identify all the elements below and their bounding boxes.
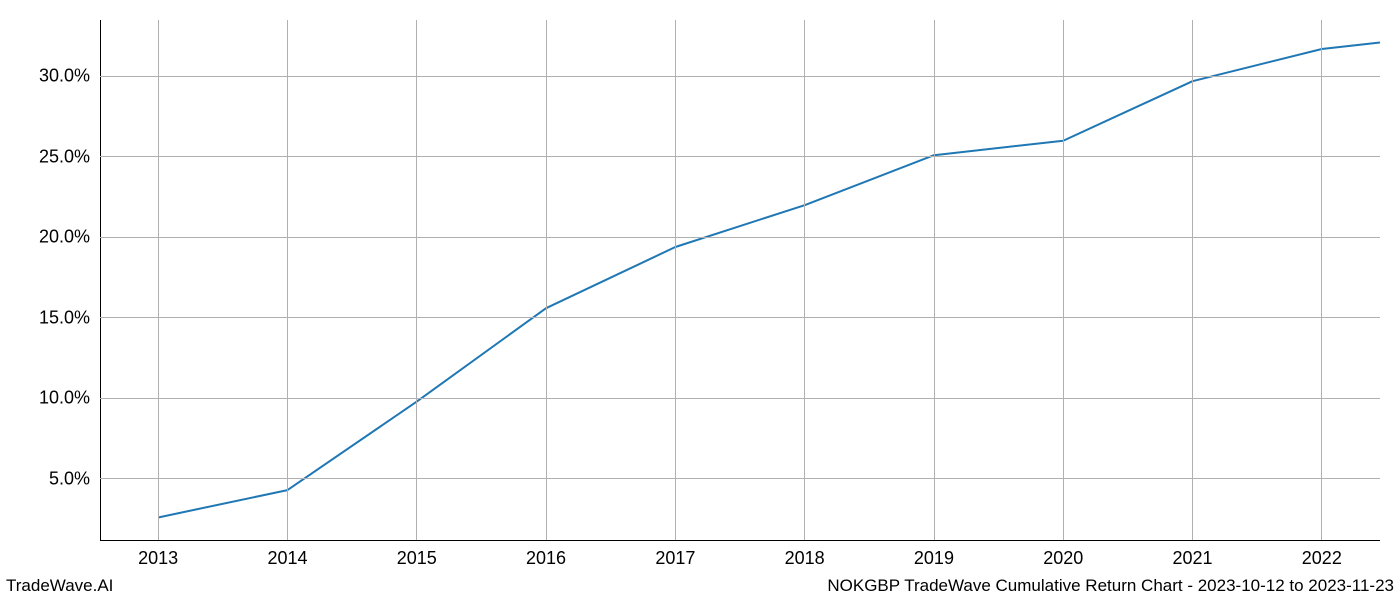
footer-left-label: TradeWave.AI [6,576,113,596]
gridline-horizontal [100,156,1380,157]
y-tick-label: 5.0% [49,468,90,489]
gridline-vertical [934,20,935,540]
x-tick-label: 2018 [785,548,825,569]
gridline-vertical [158,20,159,540]
gridline-vertical [416,20,417,540]
y-tick-label: 30.0% [39,66,90,87]
gridline-vertical [804,20,805,540]
x-tick-label: 2013 [138,548,178,569]
x-tick-label: 2016 [526,548,566,569]
gridline-horizontal [100,76,1380,77]
x-tick-label: 2015 [397,548,437,569]
gridline-horizontal [100,478,1380,479]
y-tick-label: 20.0% [39,227,90,248]
x-tick-label: 2020 [1043,548,1083,569]
y-tick-label: 25.0% [39,146,90,167]
x-tick-label: 2014 [267,548,307,569]
y-tick-label: 10.0% [39,388,90,409]
gridline-vertical [1321,20,1322,540]
axis-spine-left [100,20,101,540]
gridline-vertical [546,20,547,540]
gridline-vertical [675,20,676,540]
axis-spine-bottom [100,540,1380,541]
gridline-horizontal [100,237,1380,238]
x-tick-label: 2017 [655,548,695,569]
gridline-horizontal [100,398,1380,399]
gridline-vertical [287,20,288,540]
x-tick-label: 2022 [1302,548,1342,569]
series-line [158,43,1380,518]
gridline-vertical [1192,20,1193,540]
gridline-horizontal [100,317,1380,318]
line-layer [0,0,1400,600]
x-tick-label: 2021 [1172,548,1212,569]
gridline-vertical [1063,20,1064,540]
chart-container: TradeWave.AI NOKGBP TradeWave Cumulative… [0,0,1400,600]
y-tick-label: 15.0% [39,307,90,328]
footer-right-label: NOKGBP TradeWave Cumulative Return Chart… [827,576,1394,596]
x-tick-label: 2019 [914,548,954,569]
